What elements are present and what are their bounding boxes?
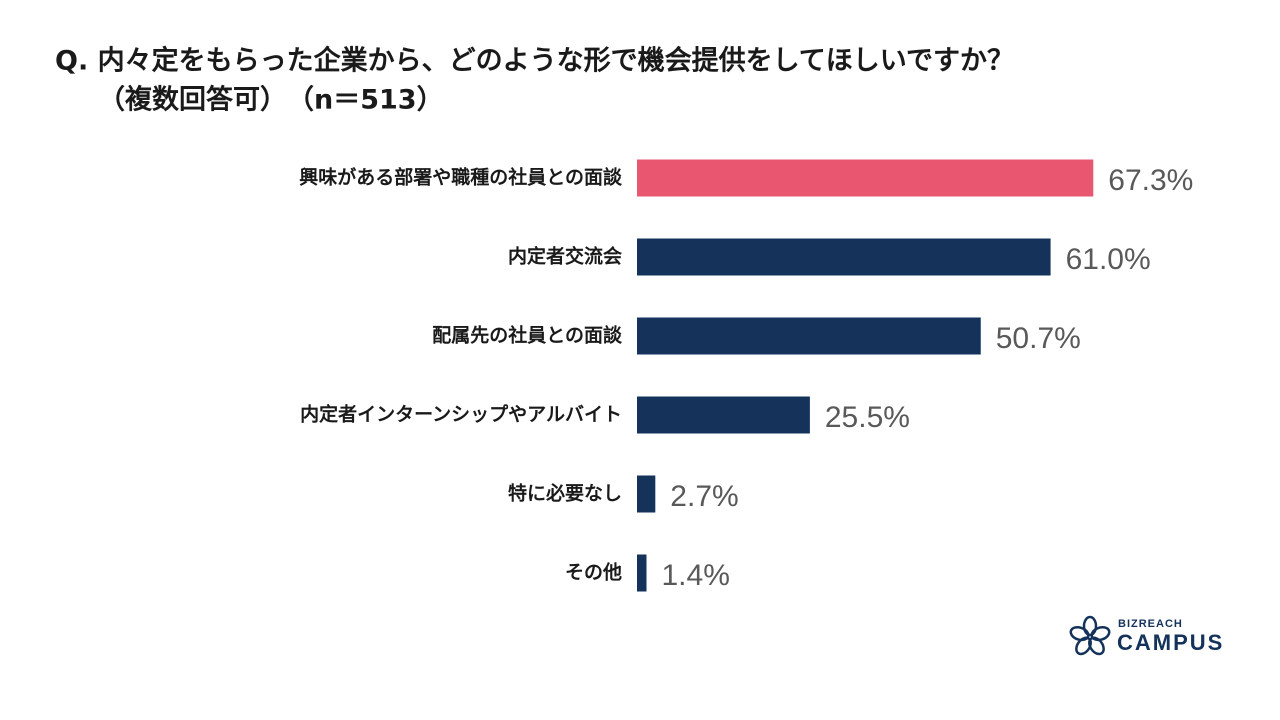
- bar: [637, 159, 1094, 197]
- category-label: 内定者交流会: [508, 245, 622, 268]
- bar: [637, 554, 647, 592]
- category-label: 特に必要なし: [508, 482, 622, 505]
- category-label: その他: [565, 561, 622, 584]
- bar: [637, 238, 1051, 276]
- bar: [637, 475, 656, 513]
- value-label: 61.0%: [1066, 243, 1151, 276]
- value-label: 1.4%: [661, 559, 729, 592]
- category-label: 配属先の社員との面談: [432, 324, 623, 347]
- chart-subtitle: （複数回答可） （n＝513）: [98, 84, 444, 116]
- value-label: 50.7%: [996, 322, 1081, 355]
- chart-title: Q. 内々定をもらった企業から、どのような形で機会提供をしてほしいですか？: [55, 45, 1014, 77]
- value-label: 25.5%: [825, 401, 910, 434]
- brand-bottom: CAMPUS: [1117, 630, 1224, 655]
- category-label: 興味がある部署や職種の社員との面談: [299, 166, 623, 189]
- value-label: 2.7%: [670, 480, 738, 513]
- category-label: 内定者インターンシップやアルバイト: [300, 403, 622, 426]
- bar: [637, 396, 810, 434]
- value-label: 67.3%: [1108, 164, 1193, 197]
- logo: [1069, 615, 1111, 656]
- brand-top: BIZREACH: [1118, 618, 1183, 630]
- bar: [637, 317, 981, 355]
